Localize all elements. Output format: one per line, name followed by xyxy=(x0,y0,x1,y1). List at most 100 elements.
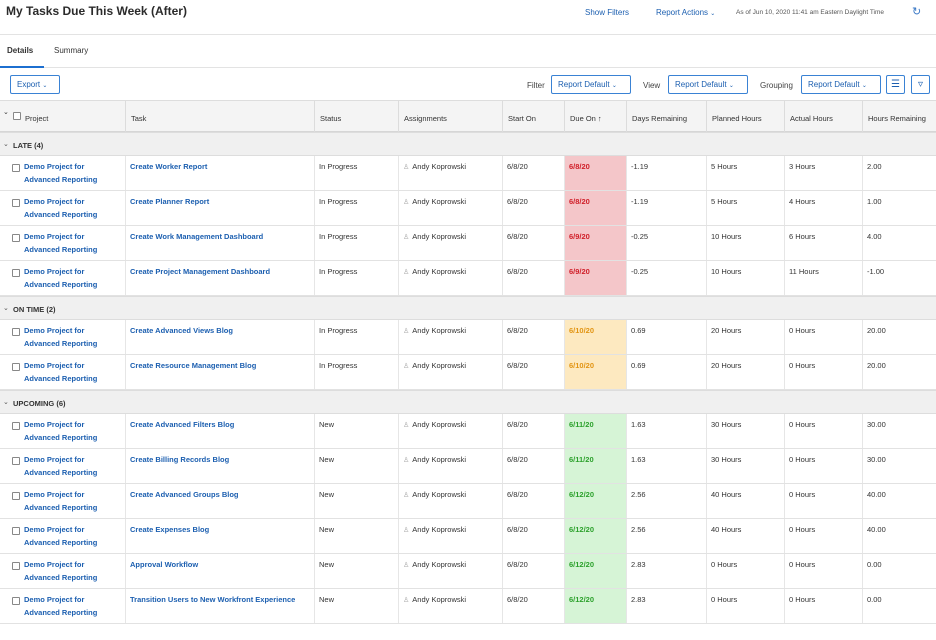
cell-project[interactable]: Demo Project for Advanced Reporting xyxy=(0,554,125,588)
task-link[interactable]: Approval Workflow xyxy=(130,560,199,569)
cell-project[interactable]: Demo Project for Advanced Reporting xyxy=(0,320,125,354)
row-checkbox[interactable] xyxy=(12,492,20,500)
project-link[interactable]: Demo Project for Advanced Reporting xyxy=(24,197,98,219)
cell-task[interactable]: Create Worker Report xyxy=(125,156,314,190)
chevron-down-icon[interactable]: ⌄ xyxy=(3,399,9,406)
cell-project[interactable]: Demo Project for Advanced Reporting xyxy=(0,519,125,553)
row-checkbox[interactable] xyxy=(12,422,20,430)
project-link[interactable]: Demo Project for Advanced Reporting xyxy=(24,326,98,348)
project-link[interactable]: Demo Project for Advanced Reporting xyxy=(24,455,98,477)
tab-details[interactable]: Details xyxy=(7,46,34,55)
project-link[interactable]: Demo Project for Advanced Reporting xyxy=(24,595,98,617)
select-all-checkbox[interactable] xyxy=(13,112,21,120)
grouping-select[interactable]: Report Default ⌄ xyxy=(801,75,881,94)
task-link[interactable]: Create Resource Management Blog xyxy=(130,361,257,370)
task-link[interactable]: Transition Users to New Workfront Experi… xyxy=(130,595,296,604)
status-value: In Progress xyxy=(319,326,358,335)
task-link[interactable]: Create Work Management Dashboard xyxy=(130,232,264,241)
task-link[interactable]: Create Advanced Filters Blog xyxy=(130,420,235,429)
row-checkbox[interactable] xyxy=(12,527,20,535)
cell-project[interactable]: Demo Project for Advanced Reporting xyxy=(0,156,125,190)
column-header-due-on[interactable]: Due On ↑ xyxy=(564,101,626,132)
report-actions-menu[interactable]: Report Actions ⌄ xyxy=(656,8,715,17)
cell-project[interactable]: Demo Project for Advanced Reporting xyxy=(0,226,125,260)
column-header-planned-hours[interactable]: Planned Hours xyxy=(706,101,784,132)
cell-task[interactable]: Create Resource Management Blog xyxy=(125,355,314,389)
cell-hours-remaining: 0.00 xyxy=(862,589,936,623)
project-link[interactable]: Demo Project for Advanced Reporting xyxy=(24,267,98,289)
project-link[interactable]: Demo Project for Advanced Reporting xyxy=(24,361,98,383)
cell-task[interactable]: Create Expenses Blog xyxy=(125,519,314,553)
row-checkbox[interactable] xyxy=(12,562,20,570)
chevron-down-icon[interactable]: ⌄ xyxy=(3,109,9,116)
cell-task[interactable]: Create Planner Report xyxy=(125,191,314,225)
column-header-days-remaining[interactable]: Days Remaining xyxy=(626,101,706,132)
row-checkbox[interactable] xyxy=(12,234,20,242)
column-header-task[interactable]: Task xyxy=(125,101,314,132)
column-header-status[interactable]: Status xyxy=(314,101,398,132)
filter-select[interactable]: Report Default ⌄ xyxy=(551,75,631,94)
start-on-value: 6/8/20 xyxy=(507,267,528,276)
group-header-ontime[interactable]: ⌄ ON TIME (2) xyxy=(0,296,936,320)
cell-task[interactable]: Create Work Management Dashboard xyxy=(125,226,314,260)
show-filters-link[interactable]: Show Filters xyxy=(585,8,630,17)
cell-project[interactable]: Demo Project for Advanced Reporting xyxy=(0,449,125,483)
view-select[interactable]: Report Default ⌄ xyxy=(668,75,748,94)
hours-remaining-value: 30.00 xyxy=(867,420,886,429)
group-header-upcoming[interactable]: ⌄ UPCOMING (6) xyxy=(0,390,936,414)
cell-task[interactable]: Transition Users to New Workfront Experi… xyxy=(125,589,314,623)
row-checkbox[interactable] xyxy=(12,269,20,277)
row-checkbox[interactable] xyxy=(12,164,20,172)
cell-task[interactable]: Create Advanced Views Blog xyxy=(125,320,314,354)
task-link[interactable]: Create Advanced Views Blog xyxy=(130,326,233,335)
project-link[interactable]: Demo Project for Advanced Reporting xyxy=(24,162,98,184)
assignee-name: Andy Koprowski xyxy=(412,455,467,464)
column-layout-icon[interactable]: ☰ xyxy=(886,75,905,94)
task-link[interactable]: Create Billing Records Blog xyxy=(130,455,230,464)
task-link[interactable]: Create Worker Report xyxy=(130,162,208,171)
cell-task[interactable]: Approval Workflow xyxy=(125,554,314,588)
cell-project[interactable]: Demo Project for Advanced Reporting xyxy=(0,261,125,295)
group-header-late[interactable]: ⌄ LATE (4) xyxy=(0,132,936,156)
cell-actual-hours: 0 Hours xyxy=(784,484,862,518)
cell-project[interactable]: Demo Project for Advanced Reporting xyxy=(0,589,125,623)
row-checkbox[interactable] xyxy=(12,597,20,605)
task-link[interactable]: Create Advanced Groups Blog xyxy=(130,490,239,499)
project-link[interactable]: Demo Project for Advanced Reporting xyxy=(24,490,98,512)
row-checkbox[interactable] xyxy=(12,328,20,336)
chevron-down-icon[interactable]: ⌄ xyxy=(3,305,9,312)
project-link[interactable]: Demo Project for Advanced Reporting xyxy=(24,420,98,442)
project-link[interactable]: Demo Project for Advanced Reporting xyxy=(24,232,98,254)
cell-days-remaining: 1.63 xyxy=(626,414,706,448)
cell-project[interactable]: Demo Project for Advanced Reporting xyxy=(0,191,125,225)
export-button[interactable]: Export ⌄ xyxy=(10,75,60,94)
column-header-assignments[interactable]: Assignments xyxy=(398,101,502,132)
task-link[interactable]: Create Expenses Blog xyxy=(130,525,210,534)
column-header-project[interactable]: ⌄ Project xyxy=(0,101,125,132)
cell-task[interactable]: Create Advanced Groups Blog xyxy=(125,484,314,518)
refresh-icon[interactable]: ↻ xyxy=(912,6,922,18)
column-header-hours-remaining[interactable]: Hours Remaining xyxy=(862,101,936,132)
task-link[interactable]: Create Project Management Dashboard xyxy=(130,267,271,276)
project-link[interactable]: Demo Project for Advanced Reporting xyxy=(24,525,98,547)
row-checkbox[interactable] xyxy=(12,457,20,465)
row-checkbox[interactable] xyxy=(12,363,20,371)
cell-project[interactable]: Demo Project for Advanced Reporting xyxy=(0,414,125,448)
table-row: Demo Project for Advanced Reporting Trans… xyxy=(0,589,936,624)
cell-assignments: ♙ Andy Koprowski xyxy=(398,156,502,190)
project-link[interactable]: Demo Project for Advanced Reporting xyxy=(24,560,98,582)
column-header-actual-hours[interactable]: Actual Hours xyxy=(784,101,862,132)
status-value: New xyxy=(319,595,335,604)
filter-funnel-icon[interactable]: ▿ xyxy=(911,75,930,94)
tab-summary[interactable]: Summary xyxy=(54,46,89,55)
cell-hours-remaining: -1.00 xyxy=(862,261,936,295)
task-link[interactable]: Create Planner Report xyxy=(130,197,210,206)
cell-project[interactable]: Demo Project for Advanced Reporting xyxy=(0,355,125,389)
chevron-down-icon[interactable]: ⌄ xyxy=(3,141,9,148)
column-header-start-on[interactable]: Start On xyxy=(502,101,564,132)
row-checkbox[interactable] xyxy=(12,199,20,207)
cell-task[interactable]: Create Project Management Dashboard xyxy=(125,261,314,295)
cell-task[interactable]: Create Advanced Filters Blog xyxy=(125,414,314,448)
cell-task[interactable]: Create Billing Records Blog xyxy=(125,449,314,483)
cell-project[interactable]: Demo Project for Advanced Reporting xyxy=(0,484,125,518)
